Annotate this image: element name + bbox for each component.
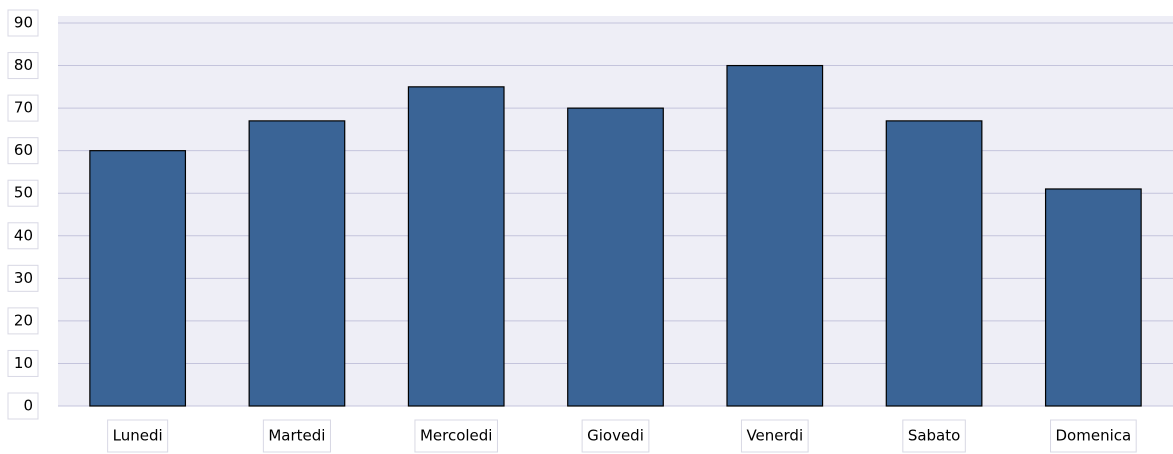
y-tick-label: 10: [14, 354, 33, 372]
bar: [567, 107, 664, 407]
x-tick-box: [107, 419, 169, 453]
x-tick-label: Domenica: [1056, 427, 1132, 445]
x-tick-label: Lunedi: [113, 427, 163, 445]
y-tick-label: 60: [14, 141, 33, 159]
bar: [885, 120, 983, 407]
y-tick-box: [7, 9, 39, 37]
x-tick-label: Sabato: [908, 427, 961, 445]
x-tick-box: [902, 419, 966, 453]
y-tick-label: 0: [23, 397, 33, 415]
bar: [407, 86, 505, 407]
y-tick-label: 80: [14, 56, 33, 74]
y-tick-box: [7, 349, 39, 377]
y-tick-label: 70: [14, 99, 33, 117]
y-tick-box: [7, 94, 39, 122]
y-tick-box: [7, 52, 39, 80]
y-tick-label: 30: [14, 269, 33, 287]
bar: [89, 150, 187, 407]
y-tick-label: 90: [14, 14, 33, 32]
x-tick-box: [1050, 419, 1137, 453]
x-tick-label: Giovedi: [587, 427, 644, 445]
x-tick-label: Venerdi: [746, 427, 803, 445]
x-tick-box: [740, 419, 809, 453]
x-tick-box: [262, 419, 331, 453]
y-tick-box: [7, 392, 39, 420]
x-tick-box: [414, 419, 498, 453]
bar: [1044, 188, 1142, 407]
y-tick-box: [7, 179, 39, 207]
y-tick-box: [7, 222, 39, 250]
y-tick-box: [7, 307, 39, 335]
x-tick-label: Martedi: [268, 427, 325, 445]
y-tick-label: 20: [14, 311, 33, 329]
y-tick-box: [7, 264, 39, 292]
y-tick-label: 50: [14, 184, 33, 202]
bar: [726, 64, 824, 407]
bar: [248, 120, 346, 407]
y-tick-box: [7, 137, 39, 165]
x-tick-label: Mercoledi: [420, 427, 493, 445]
y-tick-label: 40: [14, 226, 33, 244]
x-tick-box: [581, 419, 650, 453]
